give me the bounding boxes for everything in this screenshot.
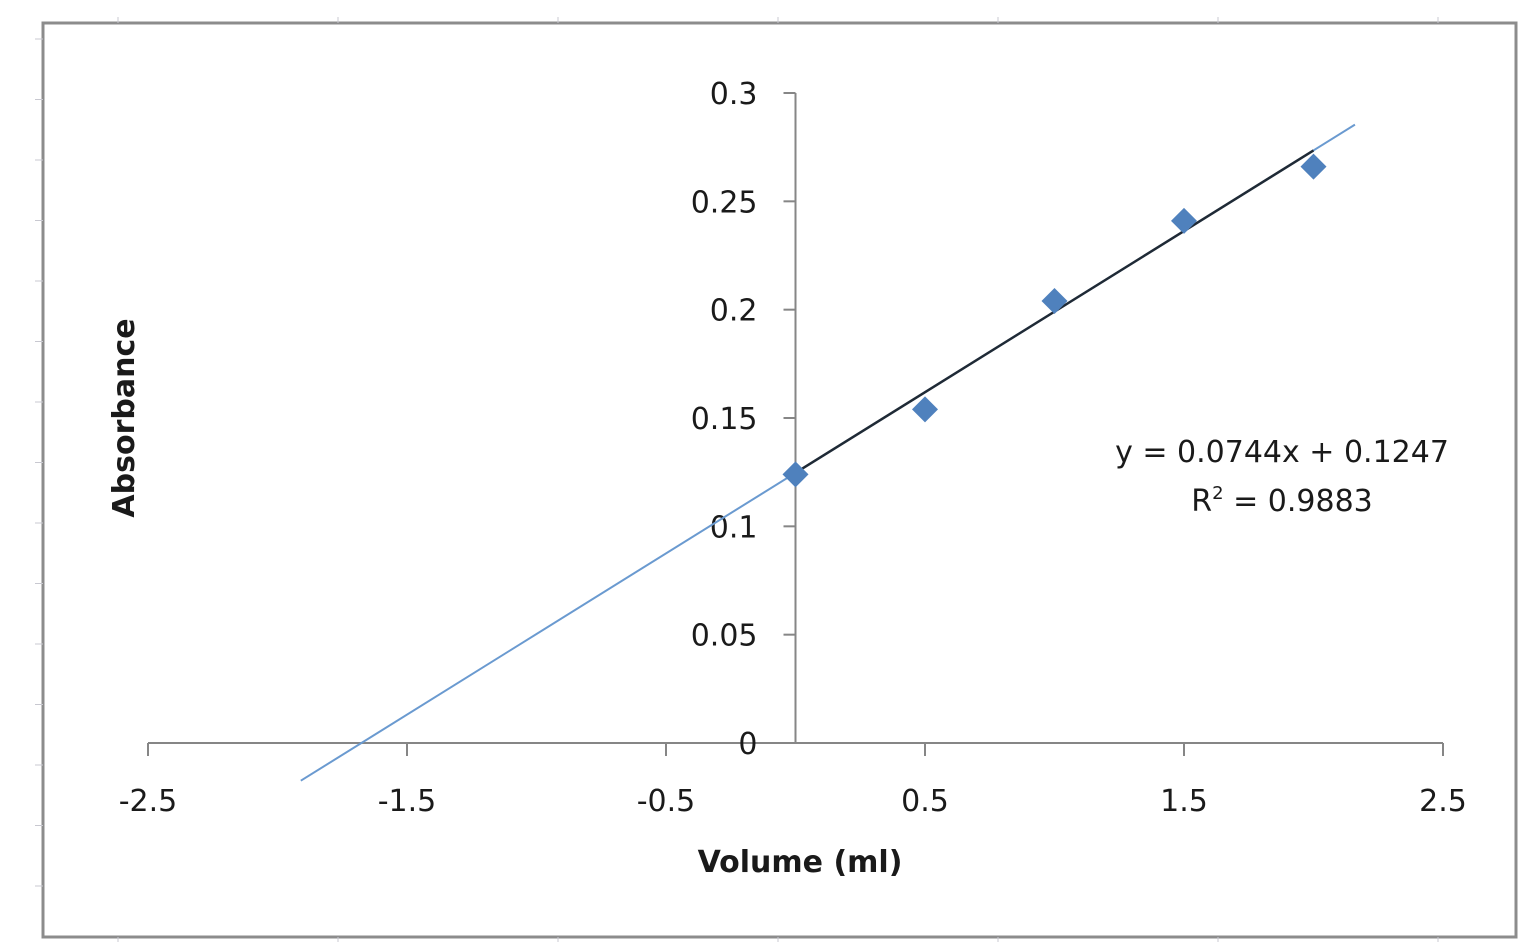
axes: -2.5 -1.5 -0.5 0.5 1.5 2.5 0 0.05 0.1 0.15 0.2 0.2… [119,77,1467,819]
data-point-diamond [782,461,809,488]
y-tick-label: 0.3 [710,77,758,112]
x-tick-label: 1.5 [1160,784,1208,819]
data-markers [782,153,1327,488]
y-tick-label: 0.15 [691,402,758,437]
x-tick-label: -0.5 [637,784,696,819]
trendline-equation-label: y = 0.0744x + 0.1247 R2 = 0.9883 [1115,435,1449,519]
x-tick-label: 0.5 [901,784,949,819]
y-tick-label: 0.25 [691,185,758,220]
y-tick-label: 0.05 [691,619,758,654]
x-axis-ticks: -2.5 -1.5 -0.5 0.5 1.5 2.5 [119,743,1467,819]
x-tick-label: 2.5 [1419,784,1467,819]
y-axis-title: Absorbance [107,318,142,517]
y-tick-label: 0 [738,727,757,762]
data-point-diamond [1300,153,1327,180]
y-tick-label: 0.2 [710,294,758,329]
equation-text: y = 0.0744x + 0.1247 [1115,435,1449,470]
x-tick-label: -2.5 [119,784,178,819]
x-tick-label: -1.5 [378,784,437,819]
data-point-diamond [912,396,938,423]
chart-frame [41,21,1518,939]
y-tick-label: 0.1 [710,510,758,545]
frame-ticks [35,17,1439,942]
y-axis-ticks: 0 0.05 0.1 0.15 0.2 0.25 0.3 [691,77,796,762]
x-axis-title: Volume (ml) [698,845,903,880]
data-point-diamond [1171,207,1197,234]
r-squared-text: R2 = 0.9883 [1191,483,1373,519]
data-point-diamond [1041,288,1068,314]
